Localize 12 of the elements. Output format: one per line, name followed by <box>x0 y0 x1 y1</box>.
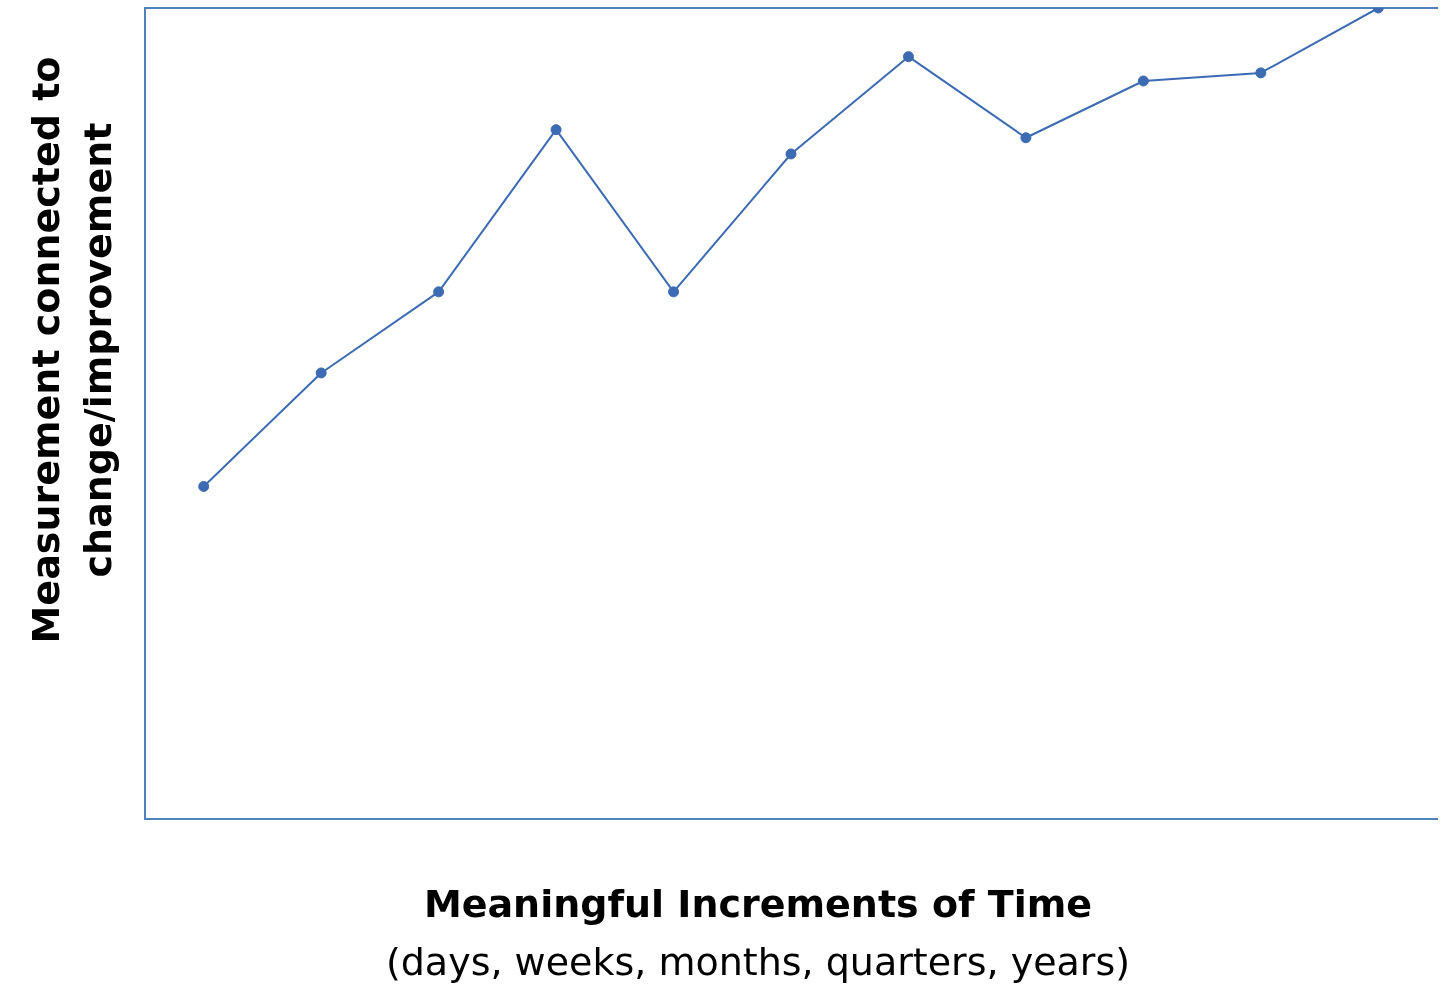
point <box>550 124 562 136</box>
point <box>433 286 445 298</box>
point <box>315 367 327 379</box>
point <box>785 148 797 160</box>
y-axis-title: Measurement connected to change/improvement <box>23 55 121 646</box>
x-axis-title: Meaningful Increments of Time (days, weeks, months, quarters, years) <box>384 881 1132 986</box>
point <box>1137 75 1149 87</box>
point <box>198 480 210 492</box>
point <box>1020 132 1032 144</box>
point <box>1255 67 1267 79</box>
point <box>668 286 680 298</box>
point <box>902 51 914 63</box>
